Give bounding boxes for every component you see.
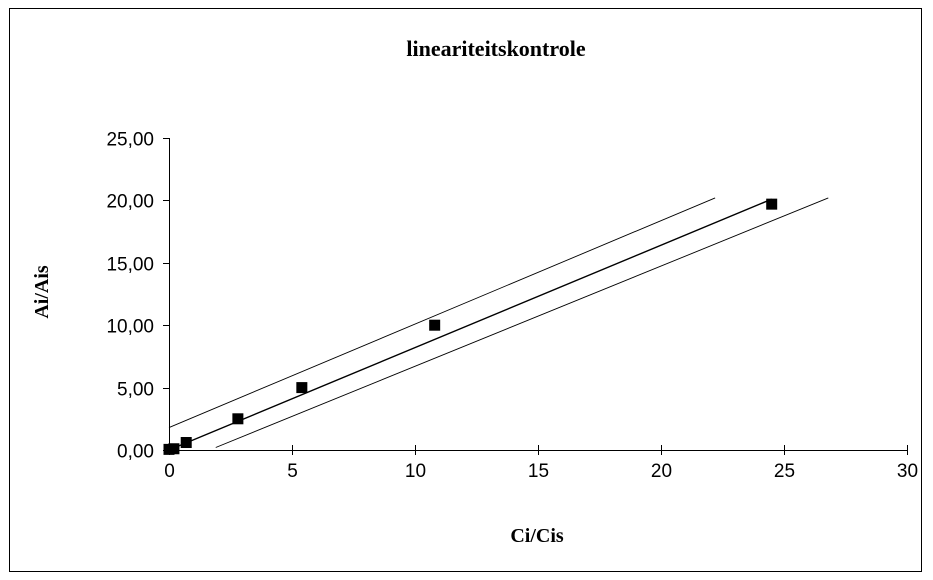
x-tick-label: 25 <box>774 461 795 482</box>
confidence-band-line <box>168 197 716 428</box>
confidence-band-line <box>215 197 829 448</box>
y-tick-label: 5,00 <box>117 380 154 401</box>
x-tick-label: 20 <box>651 461 672 482</box>
y-tick-label: 20,00 <box>106 192 154 213</box>
data-point <box>429 319 441 331</box>
x-tick-label: 15 <box>528 461 549 482</box>
data-point <box>180 437 192 449</box>
x-tick-label: 10 <box>405 461 426 482</box>
data-point <box>296 382 308 394</box>
x-tick-label: 5 <box>287 461 298 482</box>
data-point <box>232 413 244 425</box>
x-tick-label: 30 <box>897 461 918 482</box>
y-tick-label: 0,00 <box>117 442 154 463</box>
y-tick-label: 15,00 <box>106 255 154 276</box>
data-point <box>168 443 180 455</box>
x-tick-label: 0 <box>164 461 175 482</box>
chart-frame <box>9 8 922 572</box>
x-axis-title: Ci/Cis <box>510 525 564 547</box>
regression-line <box>168 198 772 451</box>
y-axis-title: Ai/Ais <box>31 265 53 319</box>
y-tick-label: 25,00 <box>106 130 154 151</box>
chart-title: lineariteitskontrole <box>406 36 585 61</box>
y-tick-label: 10,00 <box>106 317 154 338</box>
data-point <box>766 198 778 210</box>
